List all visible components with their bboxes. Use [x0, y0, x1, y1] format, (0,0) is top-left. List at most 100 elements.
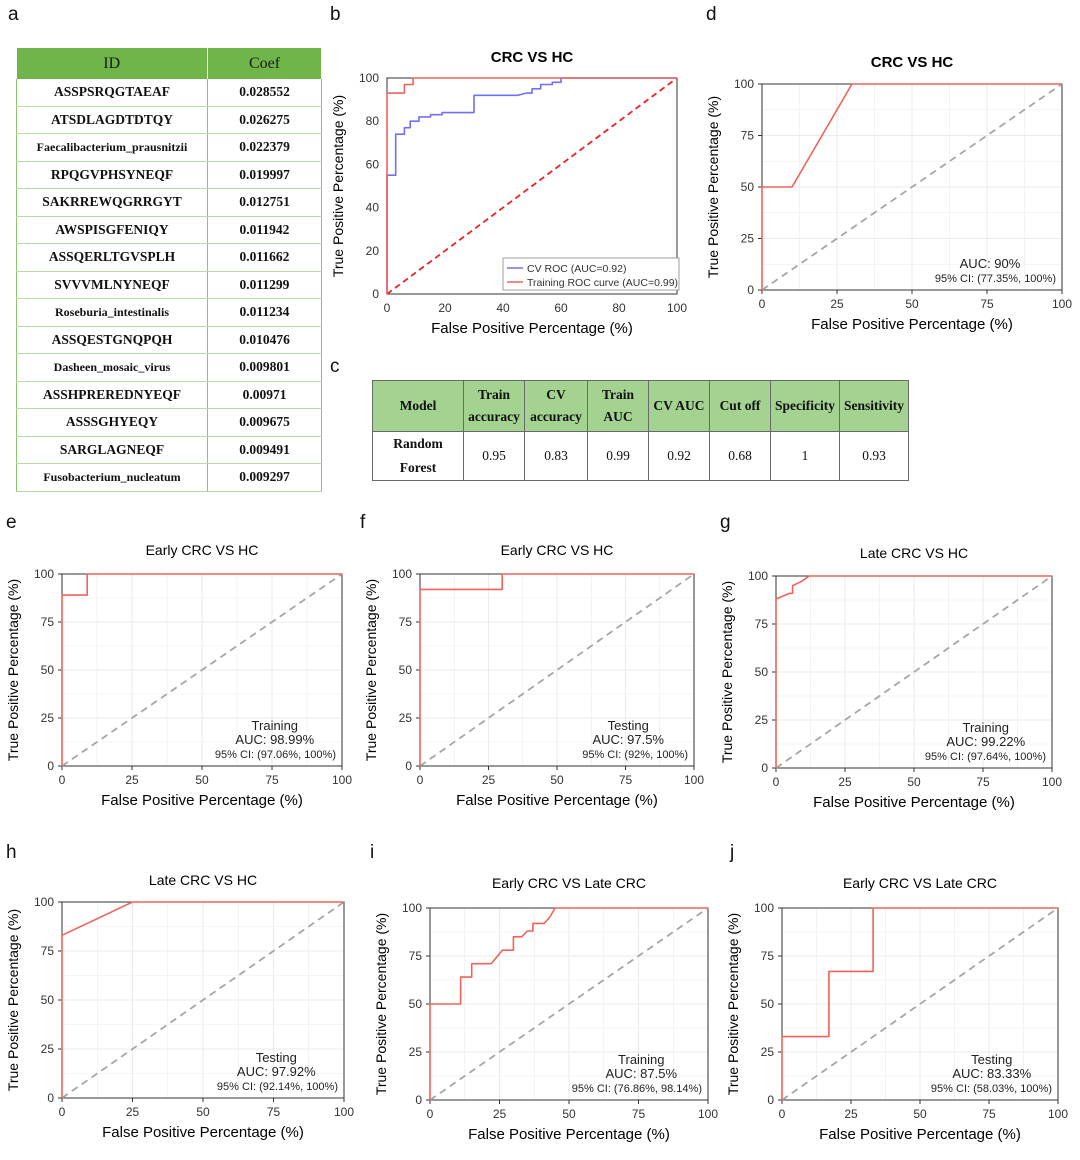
chart-j-x-tick-label: 0 — [779, 1107, 786, 1121]
chart-h-y-tick-label: 100 — [34, 895, 54, 909]
header-cv-auc: CV AUC — [648, 380, 710, 432]
chart-b-legend-label-1: Training ROC curve (AUC=0.99) — [527, 277, 678, 289]
chart-h-y-tick-label: 25 — [41, 1042, 55, 1056]
chart-d-x-axis-label: False Positive Percentage (%) — [811, 316, 1013, 333]
chart-g-annotation-2: 95% CI: (97.64%, 100%) — [925, 751, 1046, 763]
roc-chart-g: Late CRC VS HC 0 25 50 75 100 0 25 50 75 100 False … — [719, 545, 1062, 811]
chart-d-x-tick-label: 100 — [1052, 297, 1072, 311]
chart-j-annotation-0: Testing — [971, 1052, 1012, 1067]
chart-g-annotation-0: Training — [963, 720, 1009, 735]
chart-j-x-tick-label: 50 — [913, 1107, 927, 1121]
chart-g-roc-line-0 — [775, 575, 1052, 768]
feature-id: ASSQERLTGVSPLH — [16, 243, 208, 272]
chart-g-y-tick-label: 25 — [755, 713, 769, 727]
chart-d-diagonal-line — [761, 83, 1063, 291]
chart-g-x-tick-label: 25 — [838, 775, 852, 789]
table-row: ATSDLAGDTDTQY 0.026275 — [16, 106, 322, 134]
chart-d-y-axis-label: True Positive Percentage (%) — [705, 96, 721, 278]
chart-f-roc-line-0 — [419, 573, 694, 766]
header-model: Model — [372, 380, 464, 432]
chart-d-roc-line-0 — [761, 83, 1062, 290]
chart-d-y-tick-label: 50 — [741, 180, 755, 194]
table-row: Dasheen_mosaic_virus 0.009801 — [16, 353, 322, 382]
column-header-coef: Coef — [207, 48, 322, 79]
chart-f-annotation-0: Testing — [608, 718, 649, 733]
chart-h-annotation-0: Testing — [256, 1050, 297, 1065]
chart-h-x-tick-label: 50 — [196, 1105, 210, 1119]
feature-id: ATSDLAGDTDTQY — [16, 106, 208, 134]
chart-f-annotation-1: AUC: 97.5% — [592, 732, 664, 747]
chart-b-diagonal-line — [386, 77, 678, 295]
feature-id: Faecalibacterium_prausnitzii — [16, 133, 208, 162]
model-performance-table: Model Train accuracy CV accuracy Train AUC … — [372, 380, 909, 481]
roc-chart-f: Early CRC VS HC 0 25 50 75 100 0 25 50 75 100 False… — [363, 542, 704, 809]
chart-j-diagonal-line — [781, 907, 1059, 1101]
chart-e-y-tick-label: 100 — [34, 567, 54, 581]
chart-j-y-tick-label: 25 — [761, 1045, 775, 1059]
panel-letter-b: b — [330, 4, 341, 25]
chart-d-y-tick-label: 25 — [741, 232, 755, 246]
roc-chart-j: Early CRC VS Late CRC 0 25 50 75 100 0 25 50 75 10… — [725, 875, 1068, 1143]
chart-d-x-tick-label: 50 — [905, 297, 919, 311]
coef-value: 0.010476 — [207, 326, 322, 354]
chart-j-x-axis-label: False Positive Percentage (%) — [819, 1126, 1021, 1143]
chart-i-annotation-0: Training — [618, 1052, 664, 1067]
table-row: SARGLAGNEQF 0.009491 — [16, 436, 322, 464]
coefficient-table-header: ID Coef — [16, 48, 322, 79]
table-row: ASSQERLTGVSPLH 0.011662 — [16, 243, 322, 272]
chart-h-y-tick-label: 0 — [47, 1091, 54, 1105]
cv-accuracy-value: 0.83 — [524, 431, 588, 481]
feature-id: SARGLAGNEQF — [16, 436, 208, 464]
chart-e-x-tick-label: 75 — [265, 773, 279, 787]
chart-d-annotation-0: AUC: 90% — [960, 256, 1021, 271]
chart-f-y-tick-label: 50 — [399, 663, 413, 677]
chart-i-y-tick-label: 50 — [409, 997, 423, 1011]
chart-i-y-tick-label: 75 — [409, 949, 423, 963]
chart-i-title: Early CRC VS Late CRC — [492, 875, 646, 891]
chart-d-x-tick-label: 25 — [830, 297, 844, 311]
chart-b-x-tick-label: 80 — [612, 301, 626, 315]
specificity-value: 1 — [770, 431, 840, 481]
chart-f-annotation-2: 95% CI: (92%, 100%) — [582, 749, 688, 761]
header-cv-accuracy: CV accuracy — [524, 380, 588, 432]
chart-h-diagonal-line — [61, 901, 345, 1099]
table-row: ASSSGHYEQY 0.009675 — [16, 408, 322, 437]
chart-h-annotation-2: 95% CI: (92.14%, 100%) — [217, 1081, 338, 1093]
chart-e-annotation-1: AUC: 98.99% — [235, 732, 314, 747]
chart-b-legend-label-0: CV ROC (AUC=0.92) — [527, 263, 626, 275]
chart-i-y-tick-label: 0 — [415, 1093, 422, 1107]
chart-b-y-tick-label: 80 — [366, 114, 380, 128]
feature-id: SAKRREWQGRRGYT — [16, 188, 208, 217]
coef-value: 0.011299 — [207, 271, 322, 299]
chart-e-y-tick-label: 25 — [41, 711, 55, 725]
chart-g-x-tick-label: 50 — [907, 775, 921, 789]
chart-e-roc-line-0 — [61, 573, 342, 766]
chart-j-x-tick-label: 25 — [844, 1107, 858, 1121]
chart-j-roc-line-0 — [781, 907, 1058, 1100]
chart-i-annotation-2: 95% CI: (76.86%, 98.14%) — [572, 1083, 702, 1095]
feature-id: ASSHPREREDNYEQF — [16, 381, 208, 409]
feature-id: ASSPSRQGTAEAF — [16, 79, 208, 107]
chart-j-x-tick-label: 75 — [982, 1107, 996, 1121]
chart-h-title: Late CRC VS HC — [149, 872, 257, 888]
chart-h-y-axis-label: True Positive Percentage (%) — [5, 909, 21, 1091]
coef-value: 0.026275 — [207, 106, 322, 134]
chart-h-x-axis-label: False Positive Percentage (%) — [102, 1124, 304, 1141]
chart-f-diagonal-line — [419, 573, 695, 767]
model-table-header: Model Train accuracy CV accuracy Train AUC … — [372, 380, 909, 432]
chart-g-y-tick-label: 75 — [755, 617, 769, 631]
chart-f-x-tick-label: 50 — [550, 773, 564, 787]
coef-value: 0.028552 — [207, 79, 322, 107]
roc-chart-h: Late CRC VS HC 0 25 50 75 100 0 25 50 75 100 False … — [5, 872, 354, 1141]
chart-i-x-tick-label: 50 — [562, 1107, 576, 1121]
header-sensitivity: Sensitivity — [839, 380, 909, 432]
chart-j-annotation-2: 95% CI: (58.03%, 100%) — [931, 1083, 1052, 1095]
chart-e-x-tick-label: 25 — [125, 773, 139, 787]
table-row: ASSQESTGNQPQH 0.010476 — [16, 326, 322, 354]
chart-b-y-axis-label: True Positive Percentage (%) — [330, 95, 346, 277]
chart-g-y-tick-label: 0 — [761, 761, 768, 775]
chart-d-y-tick-label: 0 — [747, 283, 754, 297]
chart-e-x-tick-label: 50 — [195, 773, 209, 787]
sensitivity-value: 0.93 — [839, 431, 909, 481]
chart-b-legend-box — [502, 257, 680, 291]
